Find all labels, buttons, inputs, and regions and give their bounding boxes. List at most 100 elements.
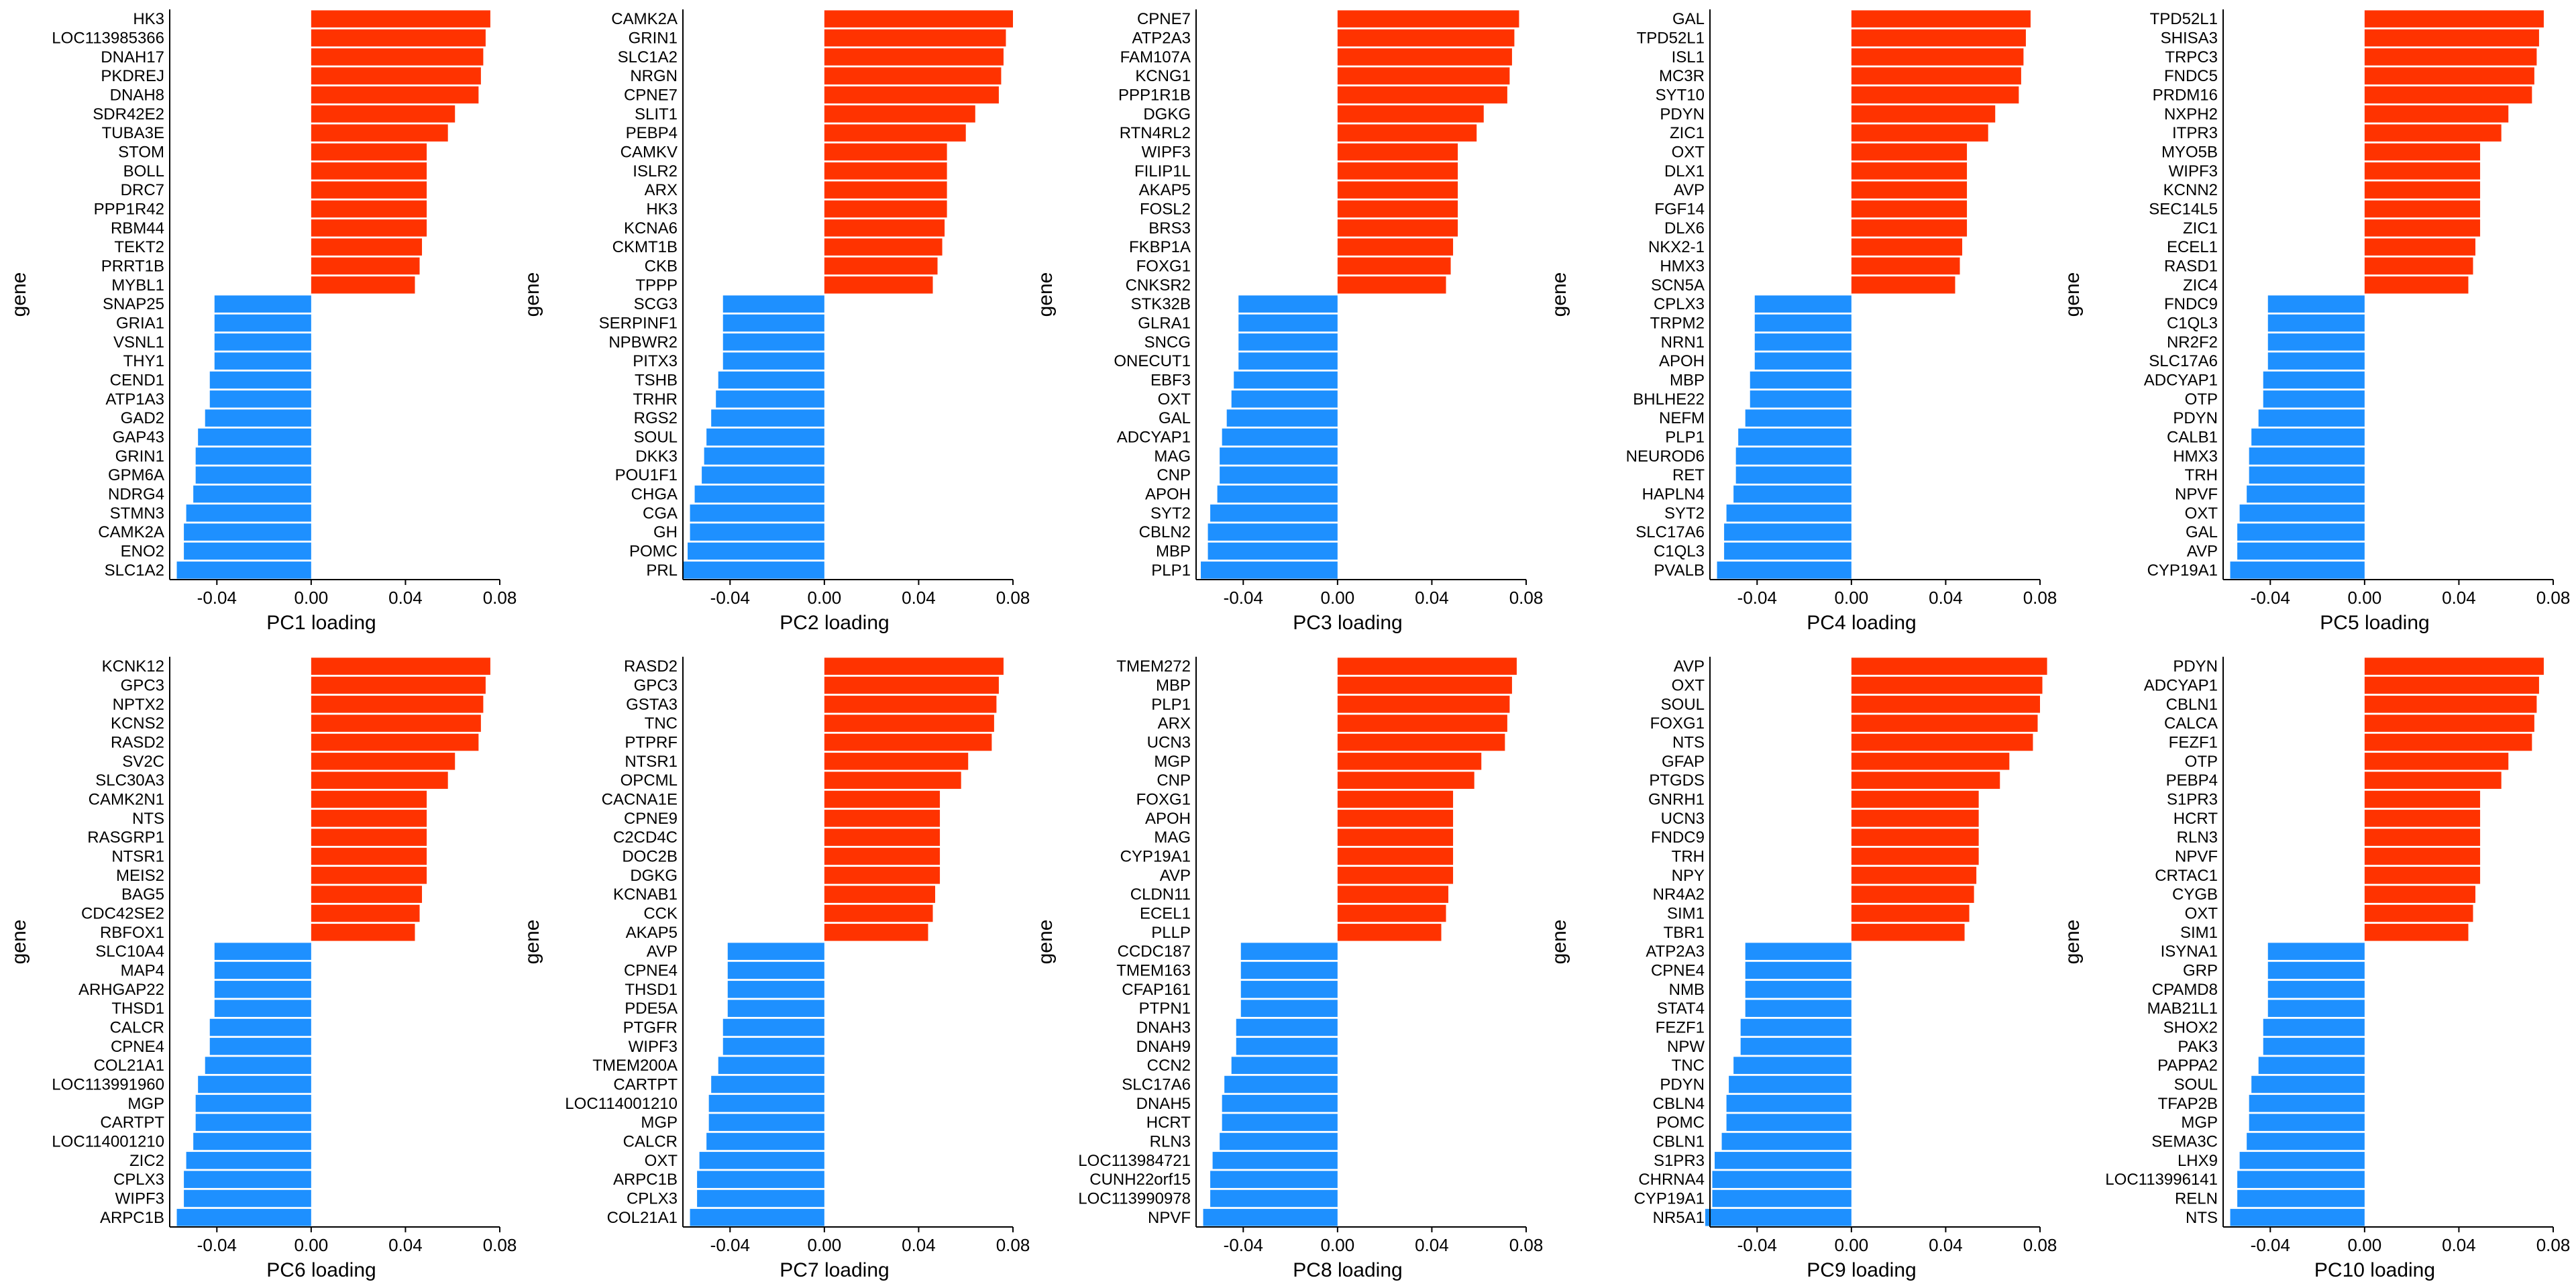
bar-CBLN1 [2364, 696, 2537, 713]
bar-DLX6 [1851, 219, 1968, 237]
x-tick-label: 0.08 [2023, 588, 2057, 608]
gene-label: HK3 [133, 10, 164, 28]
gene-label: ARPC1B [613, 1171, 678, 1189]
bar-CPNE9 [824, 810, 941, 827]
gene-label: RASD2 [624, 657, 678, 676]
bar-HMX3 [2249, 447, 2365, 465]
gene-label: PTPN1 [1139, 1000, 1191, 1018]
bar-SV2C [311, 753, 455, 770]
bar-SNAP25 [214, 295, 311, 313]
bar-CGA [690, 504, 824, 522]
gene-label: MBP [1156, 677, 1191, 695]
gene-label: TRH [1672, 848, 1705, 866]
bar-MYBL1 [311, 276, 415, 294]
gene-label: HK3 [646, 201, 678, 219]
bar-ZIC1 [1851, 124, 1988, 142]
bar-CUNH22orf15 [1210, 1171, 1338, 1188]
gene-label: GRIN1 [115, 447, 164, 466]
gene-label: UCN3 [1661, 810, 1705, 828]
gene-label: CNP [1157, 466, 1191, 484]
gene-label: RBFOX1 [100, 924, 164, 942]
gene-label: CACNA1E [602, 791, 678, 809]
gene-label: PITX3 [633, 352, 678, 370]
bar-SIM1 [1851, 904, 1970, 922]
gene-label: SLC17A6 [1635, 523, 1705, 541]
x-tick-label: 0.04 [2442, 1235, 2476, 1255]
x-tick-label: 0.08 [996, 1235, 1030, 1255]
gene-label: CPNE7 [1137, 10, 1191, 28]
bar-RBM44 [311, 219, 427, 237]
gene-label: WIPF3 [1142, 144, 1191, 162]
gene-label: SLC1A2 [618, 48, 678, 66]
gene-label: CNKSR2 [1126, 276, 1191, 294]
gene-label: RLN3 [1150, 1133, 1191, 1151]
bar-ARPC1B [176, 1209, 311, 1226]
bar-NMB [1745, 981, 1851, 998]
gene-label: CAMK2A [98, 523, 164, 541]
bar-NEUROD6 [1735, 447, 1851, 465]
gene-label: FNDC9 [2164, 295, 2218, 313]
bar-CNP [1220, 466, 1338, 484]
gene-label: RBM44 [111, 219, 164, 237]
gene-label: PTGDS [1649, 771, 1705, 790]
bar-TUBA3E [311, 124, 448, 142]
x-axis-title: PC2 loading [780, 612, 889, 634]
gene-label: OPCML [621, 771, 678, 790]
bar-SDR42E2 [311, 105, 455, 123]
bar-RTN4RL2 [1337, 124, 1477, 142]
bar-PLLP [1337, 924, 1442, 941]
chart-panel-pc9: AVPOXTSOULFOXG1NTSGFAPPTGDSGNRH1UCN3FNDC… [1548, 657, 2057, 1281]
bar-FNDC9 [1851, 828, 1979, 846]
gene-label: SV2C [122, 753, 164, 771]
bar-FAM107A [1337, 48, 1512, 66]
bar-ARHGAP22 [214, 981, 311, 998]
gene-label: SYT2 [1150, 504, 1191, 523]
bar-RASD1 [2364, 257, 2473, 275]
x-tick-label: 0.04 [2442, 588, 2476, 608]
bar-CHRNA4 [1712, 1171, 1851, 1188]
bar-BRS3 [1337, 219, 1458, 237]
gene-label: CPLX3 [113, 1171, 164, 1189]
bar-LHX9 [2239, 1152, 2365, 1169]
bar-PTGFR [722, 1018, 824, 1036]
bar-SLC17A6 [2267, 352, 2365, 370]
bar-RELN [2237, 1189, 2365, 1208]
gene-label: MGP [641, 1114, 678, 1132]
gene-label: LOC113996141 [2105, 1171, 2218, 1189]
bar-CBLN4 [1726, 1095, 1851, 1112]
bar-ZIC4 [2364, 276, 2469, 294]
bar-AVP [1337, 867, 1454, 884]
gene-label: DLX1 [1664, 162, 1705, 180]
gene-label: NTSR1 [111, 848, 164, 866]
bar-SEMA3C [2247, 1132, 2365, 1150]
bar-TPD52L1 [1851, 29, 2026, 47]
bar-CYP19A1 [1712, 1189, 1851, 1208]
gene-label: PLP1 [1151, 561, 1191, 580]
gene-label: TPD52L1 [2150, 10, 2218, 28]
gene-label: TRPC3 [2165, 48, 2218, 66]
bar-TRH [2249, 466, 2365, 484]
bar-TPPP [824, 276, 933, 294]
bar-TPD52L1 [2364, 10, 2544, 28]
bar-STAT4 [1745, 1000, 1851, 1017]
gene-label: SCG3 [634, 295, 678, 313]
gene-label: CPNE4 [1651, 962, 1705, 980]
gene-label: NEFM [1659, 409, 1705, 427]
bar-SOUL [1851, 696, 2040, 713]
gene-label: FEZF1 [1656, 1019, 1705, 1037]
gene-label: KCNAB1 [613, 885, 678, 904]
bar-C2CD4C [824, 828, 941, 846]
bar-PPP1R1B [1337, 86, 1507, 104]
bar-ARX [824, 181, 947, 199]
bar-PTPRF [824, 733, 992, 751]
gene-label: SERPINF1 [599, 315, 678, 333]
bar-MEIS2 [311, 867, 427, 884]
bar-SCG3 [722, 295, 824, 313]
bar-NPBWR2 [722, 333, 824, 351]
x-tick-label: 0.00 [1321, 588, 1355, 608]
gene-label: NTSR1 [625, 753, 678, 771]
gene-label: KCNK12 [102, 657, 164, 676]
bar-CBLN1 [1721, 1132, 1851, 1150]
bar-DNAH8 [311, 86, 479, 104]
bar-PRDM16 [2364, 86, 2532, 104]
